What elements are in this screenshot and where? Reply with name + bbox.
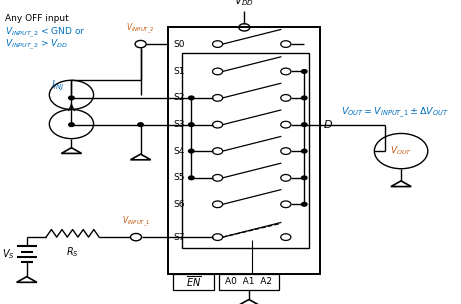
Bar [219,274,279,290]
Text: $V_{OUT} = V_{INPUT\_1} \pm \Delta V_{OUT}$: $V_{OUT} = V_{INPUT\_1} \pm \Delta V_{OU… [341,105,449,120]
Circle shape [301,176,307,180]
Text: $V_{INPUT\_1}$: $V_{INPUT\_1}$ [122,214,150,229]
Text: Any OFF input: Any OFF input [5,14,68,23]
Circle shape [189,149,194,153]
Text: S5: S5 [174,173,185,182]
Text: $V_{INPUT\_2}$ < GND or: $V_{INPUT\_2}$ < GND or [5,26,85,40]
Text: A0  A1  A2: A0 A1 A2 [225,278,272,286]
Text: S4: S4 [174,147,185,156]
Circle shape [69,96,74,100]
Bar [182,53,309,248]
Circle shape [189,176,194,180]
Text: $V_{DD}$: $V_{DD}$ [234,0,254,8]
Text: $R_S$: $R_S$ [66,246,79,259]
Circle shape [301,202,307,206]
Circle shape [189,123,194,126]
Text: S6: S6 [174,200,185,209]
Text: S3: S3 [174,120,185,129]
Text: $V_{INPUT\_2}$ > $V_{DD}$: $V_{INPUT\_2}$ > $V_{DD}$ [5,38,68,53]
Circle shape [189,96,194,100]
Circle shape [301,123,307,126]
Bar [168,27,320,274]
Text: S0: S0 [174,40,185,49]
Text: $V_{OUT}$: $V_{OUT}$ [390,145,412,157]
Text: D: D [324,120,333,130]
Bar [173,274,214,290]
Text: $V_{INPUT\_2}$: $V_{INPUT\_2}$ [126,21,155,36]
Text: $V_S$: $V_S$ [2,247,15,261]
Text: $\overline{EN}$: $\overline{EN}$ [186,275,201,289]
Text: S2: S2 [174,93,185,102]
Circle shape [138,123,143,126]
Text: $I_{INJ}$: $I_{INJ}$ [51,79,65,93]
Circle shape [301,149,307,153]
Circle shape [301,96,307,100]
Circle shape [69,123,74,126]
Text: S7: S7 [174,233,185,242]
Circle shape [301,70,307,73]
Text: S1: S1 [174,67,185,76]
